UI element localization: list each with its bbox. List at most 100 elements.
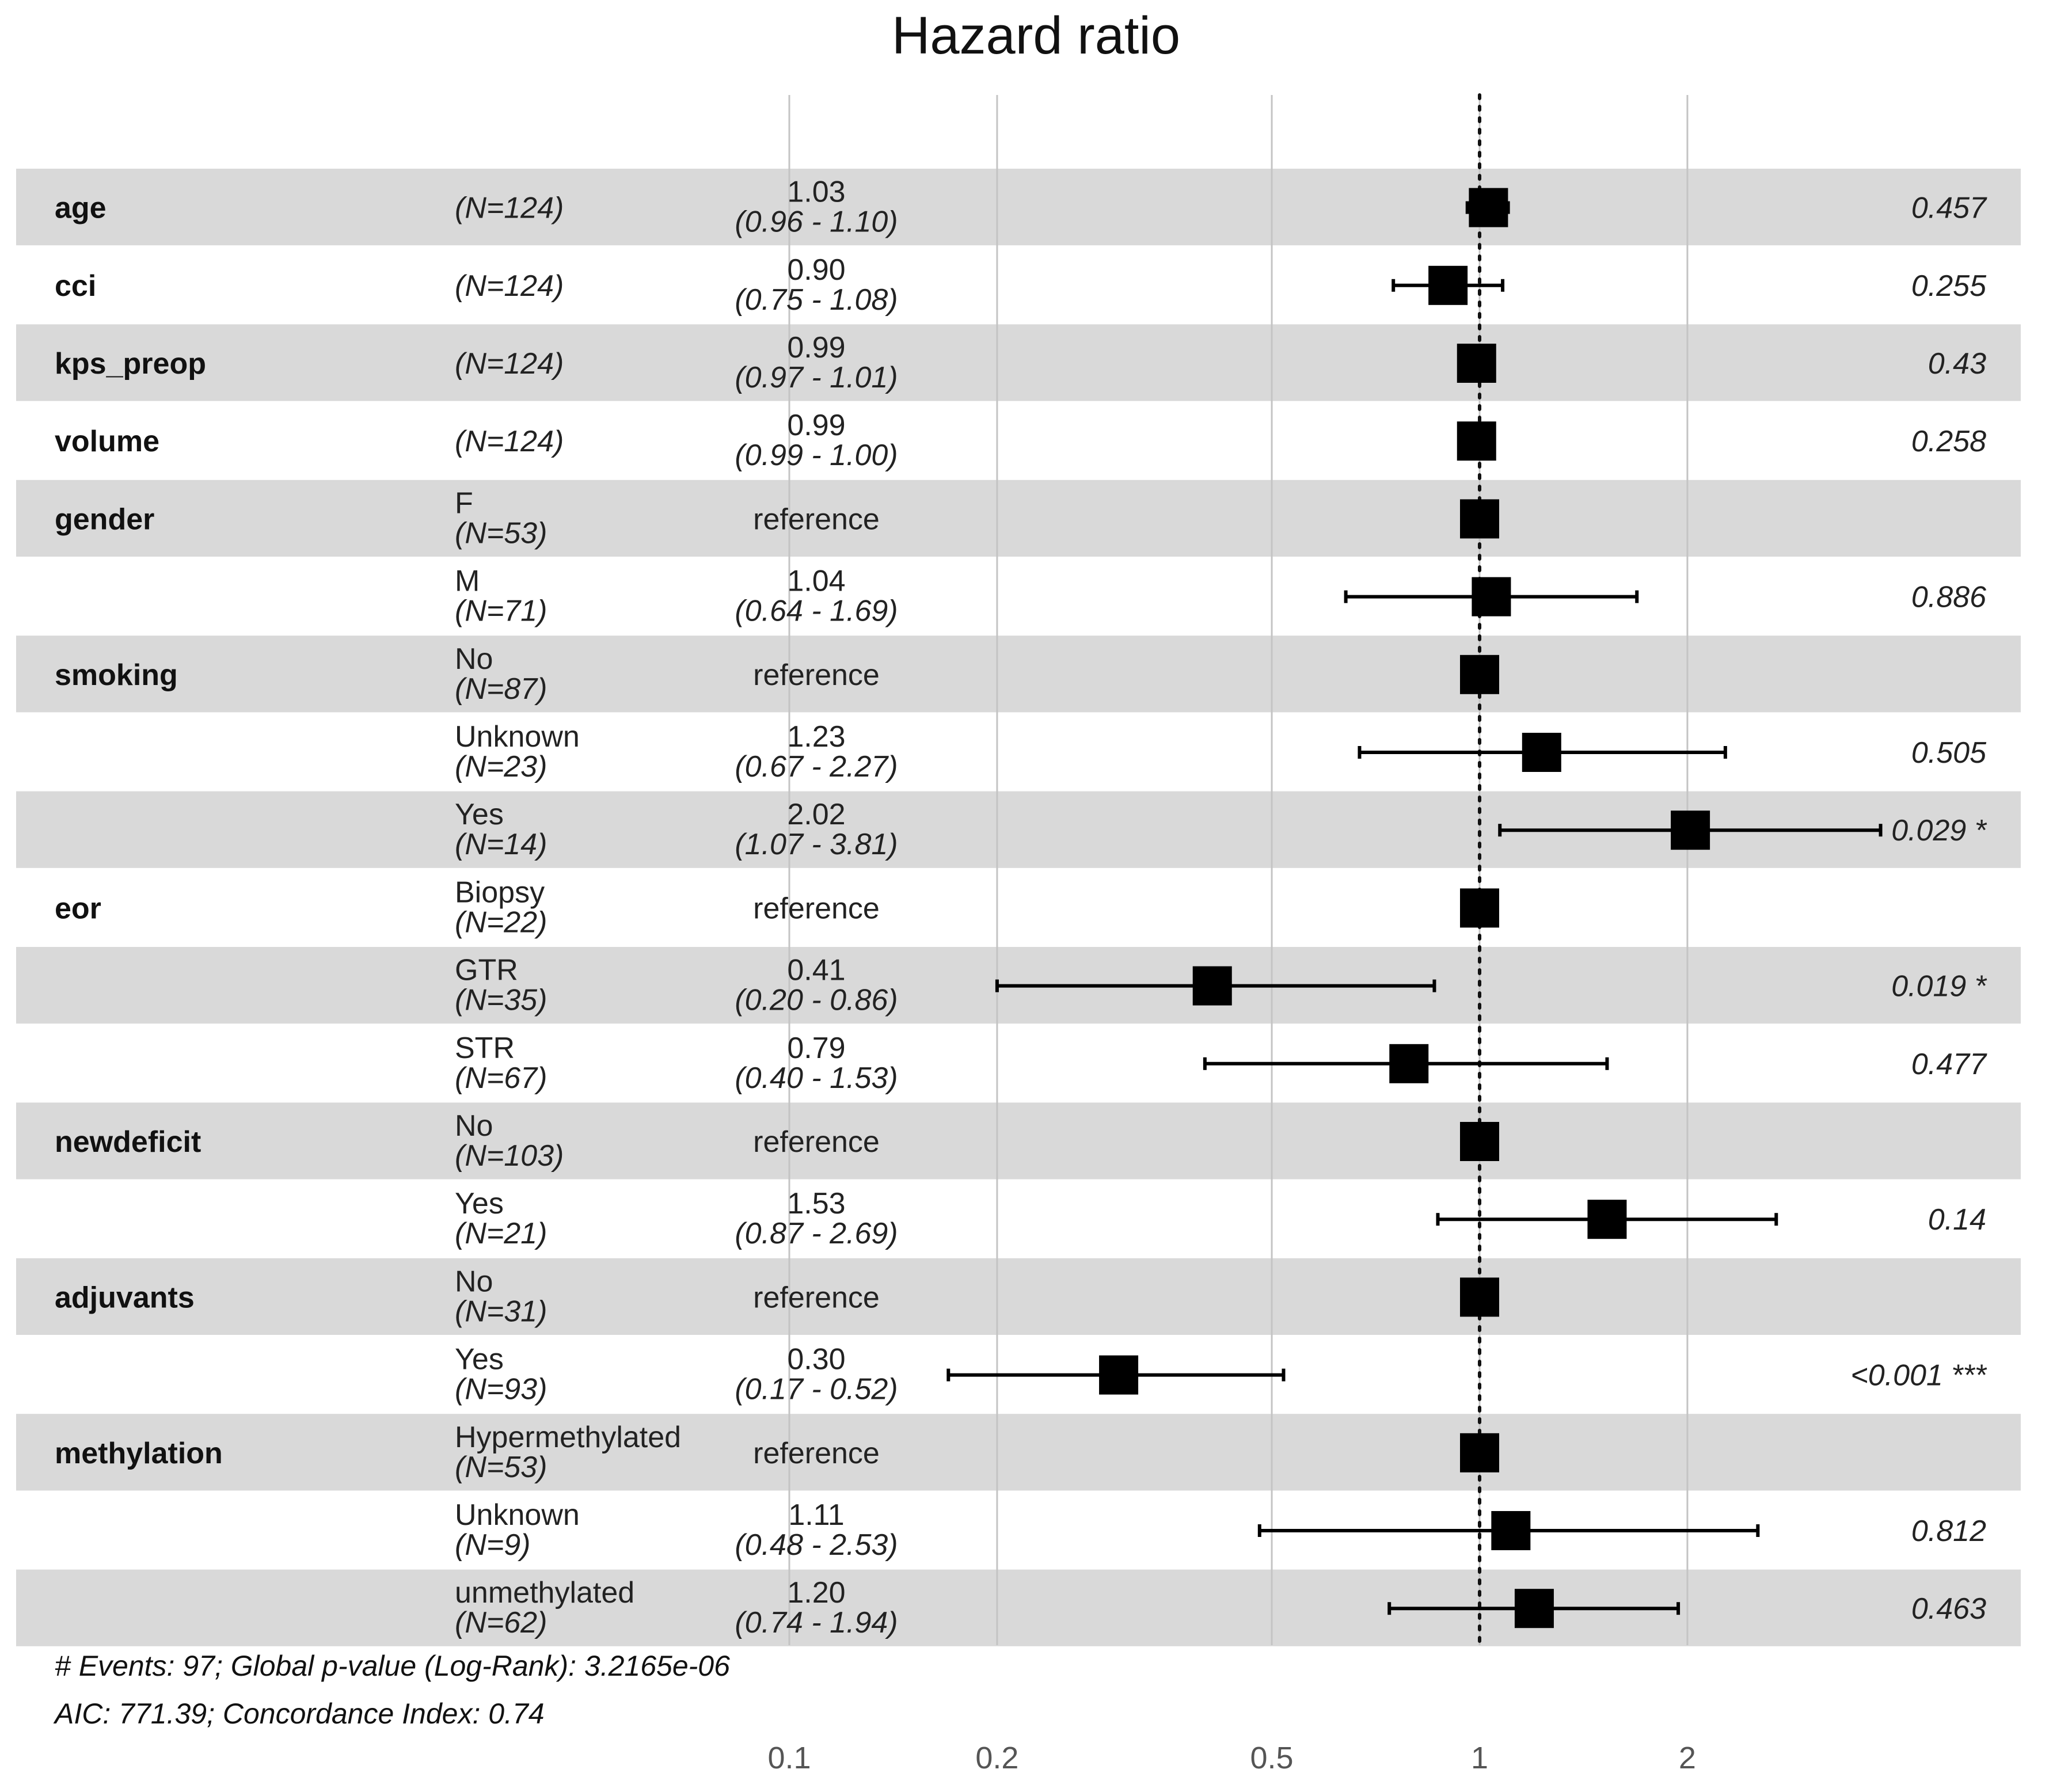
hr-value: 2.02 — [787, 798, 845, 831]
row-stripe — [16, 480, 2021, 557]
x-tick-label: 1 — [1471, 1741, 1488, 1775]
hr-point — [1460, 655, 1499, 694]
hr-value: reference — [753, 503, 880, 536]
ci-value: (0.20 - 0.86) — [735, 984, 898, 1017]
ci-value: (0.74 - 1.94) — [735, 1606, 898, 1639]
ci-value: (0.67 - 2.27) — [735, 750, 898, 783]
hr-point — [1460, 499, 1499, 539]
n-label: (N=124) — [455, 347, 564, 380]
hr-point — [1671, 811, 1710, 850]
ci-value: (1.07 - 3.81) — [735, 828, 898, 861]
n-label: (N=67) — [455, 1061, 547, 1095]
hr-point — [1457, 421, 1496, 461]
n-label: (N=23) — [455, 750, 547, 783]
hr-point — [1469, 188, 1508, 227]
n-label: (N=22) — [455, 905, 547, 939]
hr-value: 1.11 — [788, 1498, 844, 1532]
hr-point — [1460, 888, 1499, 928]
variable-label: volume — [55, 425, 159, 458]
hr-value: 1.20 — [787, 1576, 845, 1609]
p-value: 0.43 — [1928, 347, 1986, 380]
p-value: 0.258 — [1911, 425, 1986, 458]
level-label: Yes — [455, 1187, 504, 1220]
x-tick-label: 0.1 — [767, 1741, 811, 1775]
level-label: Biopsy — [455, 876, 545, 909]
level-label: Yes — [455, 1343, 504, 1376]
n-label: (N=124) — [455, 269, 564, 303]
hr-value: 0.99 — [787, 331, 845, 364]
chart-title: Hazard ratio — [891, 6, 1181, 65]
hr-value: 0.41 — [787, 954, 845, 987]
level-label: F — [455, 486, 473, 520]
hr-point — [1522, 733, 1561, 772]
row-stripe — [16, 169, 2021, 246]
n-label: (N=35) — [455, 984, 547, 1017]
hr-value: reference — [753, 659, 880, 692]
hr-point — [1192, 966, 1232, 1006]
hr-point — [1460, 1433, 1499, 1472]
ci-value: (0.48 - 2.53) — [735, 1528, 898, 1562]
ci-value: (0.97 - 1.01) — [735, 361, 898, 394]
x-tick-label: 2 — [1679, 1741, 1696, 1775]
n-label: (N=103) — [455, 1139, 564, 1173]
ci-value: (0.64 - 1.69) — [735, 595, 898, 628]
row-stripe — [16, 324, 2021, 401]
hr-point — [1460, 1277, 1499, 1317]
n-label: (N=53) — [455, 1451, 547, 1484]
p-value: 0.886 — [1911, 581, 1986, 614]
variable-label: kps_preop — [55, 347, 206, 380]
hr-point — [1457, 344, 1496, 383]
variable-label: adjuvants — [55, 1281, 195, 1314]
hr-value: 0.79 — [787, 1032, 845, 1065]
hr-value: 0.90 — [787, 253, 845, 287]
hr-point — [1587, 1200, 1627, 1239]
hr-point — [1428, 265, 1468, 305]
level-label: Yes — [455, 798, 504, 831]
level-label: No — [455, 1265, 493, 1298]
row-stripe — [16, 636, 2021, 713]
hr-value: 0.30 — [787, 1343, 845, 1376]
x-tick-label: 0.5 — [1250, 1741, 1294, 1775]
level-label: unmethylated — [455, 1576, 634, 1609]
n-label: (N=62) — [455, 1606, 547, 1639]
n-label: (N=87) — [455, 672, 547, 706]
variable-label: methylation — [55, 1437, 223, 1470]
n-label: (N=14) — [455, 828, 547, 861]
hr-point — [1099, 1355, 1139, 1395]
ci-value: (0.17 - 0.52) — [735, 1373, 898, 1406]
ci-value: (0.75 - 1.08) — [735, 283, 898, 317]
p-value: 0.812 — [1911, 1515, 1986, 1548]
n-label: (N=31) — [455, 1295, 547, 1328]
variable-label: smoking — [55, 659, 178, 692]
p-value: 0.477 — [1911, 1048, 1987, 1081]
hr-point — [1472, 577, 1511, 617]
n-label: (N=93) — [455, 1373, 547, 1406]
level-label: STR — [455, 1032, 515, 1065]
variable-label: cci — [55, 269, 96, 303]
p-value: 0.457 — [1911, 192, 1987, 225]
ci-value: (0.40 - 1.53) — [735, 1061, 898, 1095]
variable-label: age — [55, 192, 107, 225]
p-value: 0.029 * — [1891, 814, 1987, 847]
ci-value: (0.87 - 2.69) — [735, 1217, 898, 1250]
n-label: (N=124) — [455, 425, 564, 458]
level-label: No — [455, 1109, 493, 1143]
variable-label: gender — [55, 503, 154, 536]
p-value: 0.019 * — [1891, 970, 1987, 1003]
p-value: <0.001 *** — [1850, 1359, 1987, 1392]
hr-value: 1.53 — [787, 1187, 845, 1220]
x-tick-label: 0.2 — [975, 1741, 1018, 1775]
n-label: (N=53) — [455, 516, 547, 550]
row-stripe — [16, 1258, 2021, 1335]
footer-events: # Events: 97; Global p-value (Log-Rank):… — [55, 1650, 730, 1682]
hr-point — [1491, 1511, 1531, 1550]
p-value: 0.463 — [1911, 1592, 1986, 1626]
level-label: Hypermethylated — [455, 1421, 681, 1454]
hr-value: 1.23 — [787, 720, 845, 754]
level-label: No — [455, 642, 493, 676]
n-label: (N=9) — [455, 1528, 530, 1562]
hr-value: reference — [753, 1281, 880, 1314]
hr-point — [1514, 1589, 1554, 1628]
